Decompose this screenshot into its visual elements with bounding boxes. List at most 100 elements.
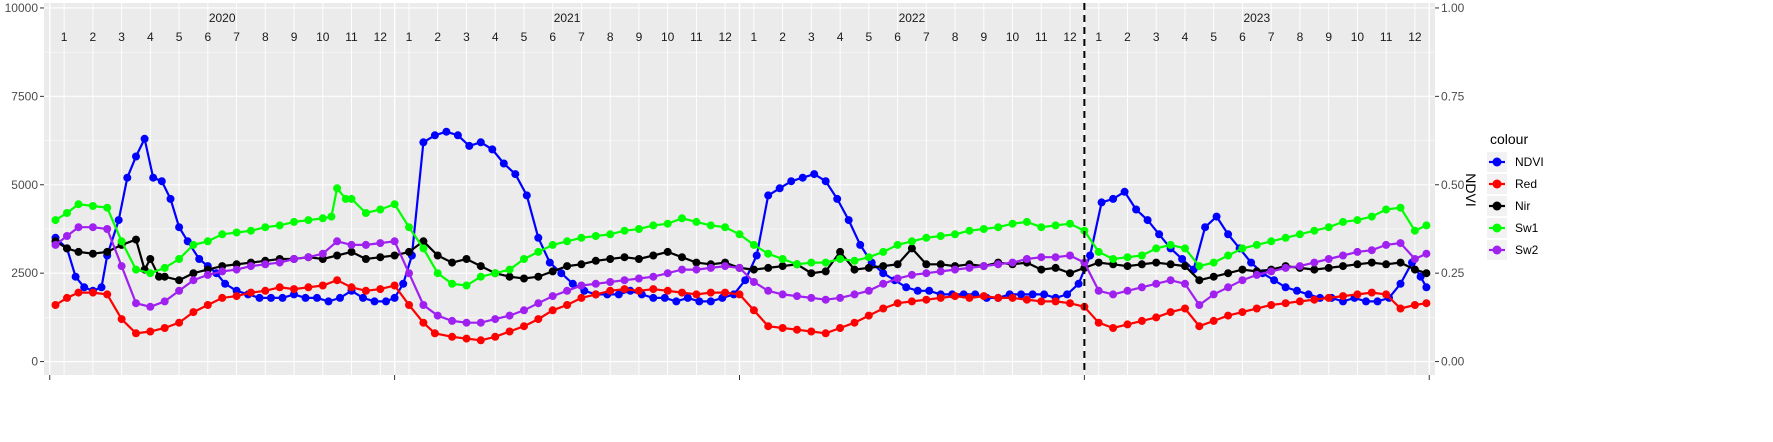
sw1-point [433, 269, 442, 278]
red-point [1008, 293, 1017, 302]
sw1-point [246, 226, 255, 235]
sw2-point [1396, 239, 1405, 248]
sw2-point [1295, 262, 1304, 271]
red-point [505, 327, 514, 336]
sw2-point [318, 249, 327, 258]
sw2-point [304, 253, 313, 262]
red-point [1324, 293, 1333, 302]
ndvi-point [787, 177, 796, 186]
month-label: 5 [521, 30, 528, 44]
legend-key-point [1492, 223, 1502, 233]
sw2-point [175, 286, 184, 295]
sw2-point [290, 255, 298, 263]
ndvi-point [1132, 205, 1141, 214]
sw2-point [678, 265, 686, 274]
month-label: 3 [118, 30, 125, 44]
nir-point [155, 272, 163, 281]
sw2-point [1267, 267, 1276, 276]
month-label: 6 [894, 30, 901, 44]
nir-point [1123, 262, 1132, 271]
ndvi-point [382, 297, 390, 306]
red-point [304, 283, 313, 292]
red-point [821, 329, 830, 338]
ndvi-point [1293, 286, 1301, 295]
nir-point [836, 247, 845, 256]
ndvi-point [1074, 279, 1083, 288]
sw1-point [1109, 255, 1118, 263]
sw1-point [1123, 253, 1132, 262]
red-point [577, 293, 586, 302]
sw1-point [994, 223, 1003, 232]
y-left-tick-label: 10000 [5, 1, 39, 15]
nir-point [333, 251, 342, 260]
month-label: 9 [291, 30, 298, 44]
sw1-point [103, 203, 112, 212]
month-label: 7 [1268, 30, 1275, 44]
sw1-point [318, 214, 327, 223]
sw2-point [376, 239, 385, 248]
red-point [318, 281, 327, 290]
ndvi-point [1097, 198, 1106, 207]
red-point [347, 283, 356, 292]
nir-point [634, 255, 643, 263]
red-point [1224, 311, 1233, 320]
sw1-point [1295, 230, 1304, 239]
nir-point [1353, 260, 1362, 269]
red-point [1396, 304, 1405, 313]
nir-point [1238, 265, 1247, 274]
red-point [1422, 299, 1431, 308]
sw1-point [290, 217, 298, 226]
sw1-point [692, 217, 701, 226]
red-point [1094, 318, 1103, 327]
legend: colour NDVI Red Nir Sw1 Sw2 [1487, 131, 1544, 260]
ndvi-point [157, 177, 166, 186]
sw1-point [1410, 226, 1419, 235]
red-point [663, 286, 672, 295]
sw2-point [1166, 276, 1175, 285]
y-left-tick-label: 2500 [11, 266, 38, 280]
ndvi-point [1086, 251, 1095, 260]
month-label: 6 [1239, 30, 1246, 44]
sw1-point [390, 200, 399, 209]
red-point [1281, 299, 1290, 308]
sw1-point [1166, 240, 1175, 249]
ndvi-point [1028, 290, 1037, 299]
sw2-point [146, 302, 155, 311]
nir-point [390, 251, 399, 260]
month-label: 8 [262, 30, 269, 44]
sw1-point [951, 230, 959, 239]
sw1-point [462, 281, 471, 290]
red-point [1209, 316, 1218, 325]
legend-label-sw1: Sw1 [1515, 221, 1539, 235]
red-point [1339, 292, 1347, 301]
nir-point [922, 260, 931, 269]
sw1-point [620, 226, 629, 235]
sw2-point [203, 270, 212, 279]
sw1-point [132, 265, 140, 274]
sw2-point [1367, 246, 1376, 255]
sw1-point [376, 205, 385, 214]
ndvi-point [511, 170, 520, 179]
red-point [448, 332, 457, 341]
sw1-point [1367, 212, 1376, 221]
nir-point [764, 263, 773, 272]
sw2-point [117, 262, 126, 271]
y-left-tick-label: 5000 [11, 178, 38, 192]
sw2-point [778, 290, 787, 299]
ndvi-point [453, 131, 462, 140]
ndvi-point [1224, 230, 1233, 239]
month-label: 4 [147, 30, 154, 44]
sw2-point [922, 269, 931, 278]
red-point [706, 288, 715, 297]
sw2-point [448, 316, 457, 325]
series-red [51, 276, 1431, 345]
sw1-point [341, 194, 350, 203]
red-point [1195, 322, 1204, 331]
month-label: 7 [578, 30, 585, 44]
ndvi-point [324, 297, 333, 306]
sw1-point [361, 209, 370, 217]
ndvi-point [71, 272, 80, 281]
sw2-point [606, 278, 615, 286]
nir-point [1324, 263, 1333, 272]
